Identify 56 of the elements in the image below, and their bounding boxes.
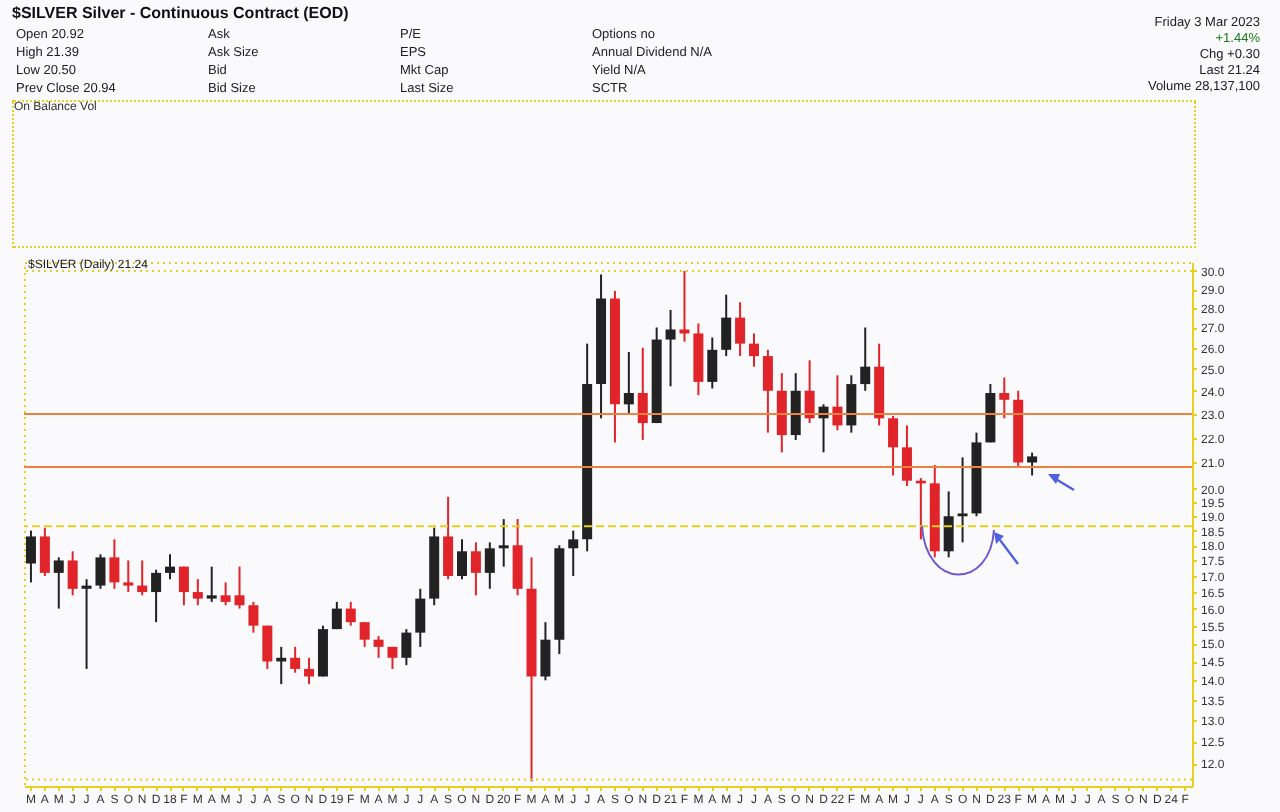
- candlestick: [665, 308, 676, 388]
- candlestick: [81, 578, 92, 670]
- candlestick: [234, 565, 245, 610]
- candlestick: [679, 269, 690, 343]
- candlestick: [457, 538, 467, 581]
- candlestick: [248, 600, 259, 634]
- candlestick: [39, 526, 50, 578]
- candlestick: [178, 565, 189, 607]
- candlestick: [137, 559, 148, 597]
- candlestick: [735, 301, 746, 358]
- candlestick: [1027, 451, 1038, 477]
- candlestick: [123, 559, 134, 594]
- candlestick: [373, 635, 384, 659]
- candlestick: [165, 553, 175, 581]
- candlestick: [470, 541, 481, 597]
- candlestick: [206, 565, 217, 603]
- candlestick: [860, 326, 871, 392]
- candlestick: [484, 541, 495, 590]
- candlestick: [776, 372, 787, 454]
- candlestick: [25, 529, 36, 584]
- candlestick: [331, 600, 342, 631]
- candlestick: [888, 414, 899, 477]
- candlestick: [415, 587, 426, 648]
- candlestick: [762, 348, 773, 434]
- candlestick: [151, 568, 162, 624]
- candlestick: [109, 538, 120, 590]
- candlestick: [749, 332, 759, 368]
- candlestick: [53, 556, 64, 610]
- candlestick: [67, 550, 78, 597]
- candlestick: [290, 645, 301, 674]
- candlestick: [943, 490, 954, 559]
- candlestick: [359, 621, 370, 648]
- candlestick: [220, 581, 231, 607]
- candlestick: [999, 376, 1010, 420]
- candlestick: [637, 346, 648, 441]
- candlestick: [804, 359, 815, 425]
- candlestick: [901, 424, 912, 488]
- candlestick: [707, 336, 718, 390]
- candlestick: [304, 656, 315, 686]
- candlestick: [721, 293, 732, 358]
- candlestick: [262, 624, 273, 670]
- candlestick: [790, 372, 801, 441]
- candlestick: [957, 456, 968, 544]
- candlestick: [192, 578, 203, 607]
- candlestick: [317, 624, 328, 678]
- candlestick: [568, 529, 579, 578]
- candlestick: [345, 600, 356, 627]
- candlestick: [512, 518, 523, 597]
- candlestick: [401, 628, 412, 667]
- chart-title: $SILVER Silver - Continuous Contract (EOD): [12, 4, 349, 22]
- candlestick: [846, 374, 857, 434]
- candlestick: [443, 495, 454, 581]
- candlestick: [623, 350, 634, 415]
- candlestick: [540, 621, 551, 682]
- candlestick: [498, 518, 509, 568]
- candlestick: [95, 553, 106, 590]
